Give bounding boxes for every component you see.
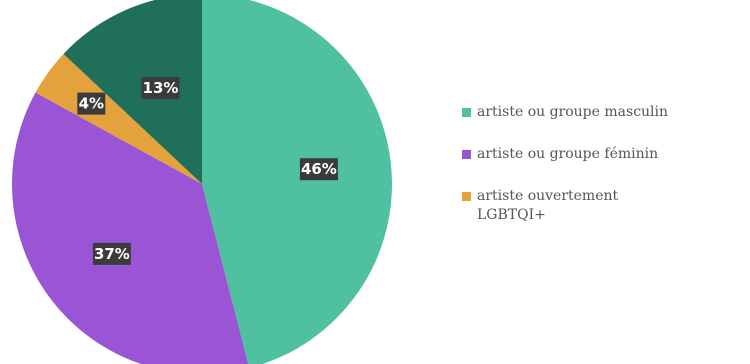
legend-label-lgbtqi: artiste ouvertement LGBTQI+ xyxy=(477,188,619,223)
pie-slice-lgbtqi xyxy=(35,53,202,184)
legend-item-feminin: artiste ou groupe féminin xyxy=(462,145,747,164)
legend-item-lgbtqi: artiste ouvertement LGBTQI+ xyxy=(462,187,747,225)
data-label-masculin: 46% xyxy=(299,158,338,181)
legend-swatch-feminin xyxy=(462,150,471,159)
legend-swatch-masculin xyxy=(462,108,471,117)
legend-label-feminin: artiste ou groupe féminin xyxy=(477,146,659,162)
pie-slice-other xyxy=(63,0,202,184)
legend-swatch-lgbtqi xyxy=(462,192,471,201)
data-label-box-other xyxy=(141,77,180,100)
legend-label-masculin: artiste ou groupe masculin xyxy=(477,104,669,120)
data-label-feminin: 37% xyxy=(92,242,131,265)
data-label-lgbtqi: 4% xyxy=(77,92,106,115)
data-label-text-other: 13% xyxy=(143,79,179,97)
data-label-box-feminin xyxy=(92,242,131,265)
data-label-text-feminin: 37% xyxy=(94,245,130,263)
pie-slice-masculin xyxy=(202,0,392,364)
data-label-text-masculin: 46% xyxy=(301,160,337,178)
legend: artiste ou groupe masculin artiste ou gr… xyxy=(462,103,747,225)
data-label-other: 13% xyxy=(141,77,180,100)
data-label-box-lgbtqi xyxy=(77,92,106,115)
data-label-text-lgbtqi: 4% xyxy=(79,95,104,113)
pie-slice-feminin xyxy=(12,92,249,364)
legend-item-masculin: artiste ou groupe masculin xyxy=(462,103,747,122)
data-label-box-masculin xyxy=(299,158,338,181)
